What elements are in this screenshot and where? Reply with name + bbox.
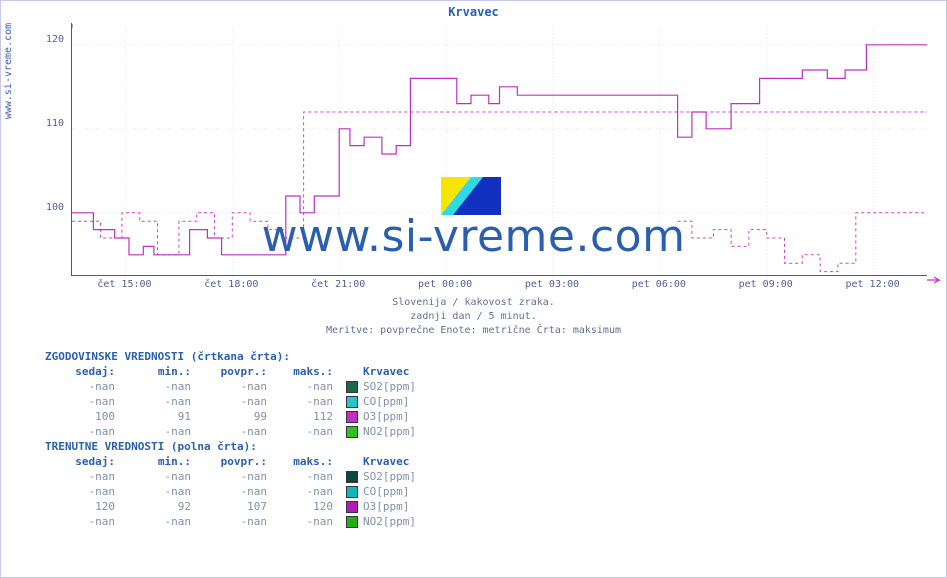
y-tick-label: 100 bbox=[24, 202, 64, 213]
current-title: TRENUTNE VREDNOSTI (polna črta): bbox=[45, 439, 416, 454]
x-title-1: Slovenija / kakovost zraka. bbox=[1, 297, 946, 308]
hist-maks: 112 bbox=[273, 409, 343, 424]
x-title-3: Meritve: povprečne Enote: metrične Črta:… bbox=[1, 325, 946, 336]
cur-sedaj: -nan bbox=[45, 469, 121, 484]
hist-min: -nan bbox=[121, 394, 197, 409]
cur-maks: -nan bbox=[273, 514, 343, 529]
hist-h-sedaj: sedaj: bbox=[45, 364, 121, 379]
hist-row: -nan-nan-nan-nanNO2[ppm] bbox=[45, 424, 416, 439]
cur-swatch bbox=[343, 469, 361, 484]
hist-maks: -nan bbox=[273, 379, 343, 394]
x-tick-label: čet 15:00 bbox=[97, 279, 151, 290]
cur-label: SO2[ppm] bbox=[361, 469, 416, 484]
x-tick-label: pet 12:00 bbox=[845, 279, 899, 290]
plot-area bbox=[71, 23, 927, 276]
cur-h-maks: maks.: bbox=[273, 454, 343, 469]
hist-maks: -nan bbox=[273, 394, 343, 409]
cur-label: NO2[ppm] bbox=[361, 514, 416, 529]
hist-sedaj: -nan bbox=[45, 394, 121, 409]
hist-sedaj: -nan bbox=[45, 424, 121, 439]
x-tick-label: pet 00:00 bbox=[418, 279, 472, 290]
cur-label: CO[ppm] bbox=[361, 484, 416, 499]
hist-h-loc: Krvavec bbox=[361, 364, 416, 379]
x-tick-label: pet 03:00 bbox=[525, 279, 579, 290]
chart-title: Krvavec bbox=[1, 5, 946, 19]
data-tables: ZGODOVINSKE VREDNOSTI (črtkana črta): se… bbox=[45, 349, 416, 529]
x-tick-label: čet 18:00 bbox=[204, 279, 258, 290]
cur-row: -nan-nan-nan-nanSO2[ppm] bbox=[45, 469, 416, 484]
hist-label: CO[ppm] bbox=[361, 394, 416, 409]
cur-sedaj: 120 bbox=[45, 499, 121, 514]
watermark-logo bbox=[441, 177, 501, 215]
hist-swatch bbox=[343, 424, 361, 439]
historical-header-row: sedaj: min.: povpr.: maks.: Krvavec bbox=[45, 364, 416, 379]
x-tick-label: pet 09:00 bbox=[739, 279, 793, 290]
hist-swatch bbox=[343, 379, 361, 394]
hist-min: -nan bbox=[121, 424, 197, 439]
cur-min: -nan bbox=[121, 514, 197, 529]
cur-min: 92 bbox=[121, 499, 197, 514]
hist-swatch bbox=[343, 394, 361, 409]
hist-row: -nan-nan-nan-nanCO[ppm] bbox=[45, 394, 416, 409]
cur-sedaj: -nan bbox=[45, 514, 121, 529]
cur-row: -nan-nan-nan-nanCO[ppm] bbox=[45, 484, 416, 499]
y-tick-label: 120 bbox=[24, 34, 64, 45]
cur-min: -nan bbox=[121, 484, 197, 499]
hist-povpr: -nan bbox=[197, 394, 273, 409]
historical-title: ZGODOVINSKE VREDNOSTI (črtkana črta): bbox=[45, 349, 416, 364]
hist-row: 1009199112 O3[ppm] bbox=[45, 409, 416, 424]
hist-row: -nan-nan-nan-nanSO2[ppm] bbox=[45, 379, 416, 394]
cur-min: -nan bbox=[121, 469, 197, 484]
cur-maks: -nan bbox=[273, 469, 343, 484]
hist-maks: -nan bbox=[273, 424, 343, 439]
cur-povpr: -nan bbox=[197, 469, 273, 484]
cur-h-sedaj: sedaj: bbox=[45, 454, 121, 469]
cur-h-loc: Krvavec bbox=[361, 454, 416, 469]
hist-povpr: -nan bbox=[197, 379, 273, 394]
hist-min: -nan bbox=[121, 379, 197, 394]
hist-sedaj: 100 bbox=[45, 409, 121, 424]
y-tick-label: 110 bbox=[24, 118, 64, 129]
hist-h-min: min.: bbox=[121, 364, 197, 379]
cur-sedaj: -nan bbox=[45, 484, 121, 499]
hist-sedaj: -nan bbox=[45, 379, 121, 394]
cur-h-min: min.: bbox=[121, 454, 197, 469]
hist-povpr: -nan bbox=[197, 424, 273, 439]
cur-row: -nan-nan-nan-nanNO2[ppm] bbox=[45, 514, 416, 529]
cur-row: 12092107120O3[ppm] bbox=[45, 499, 416, 514]
cur-povpr: -nan bbox=[197, 484, 273, 499]
hist-h-povpr: povpr.: bbox=[197, 364, 273, 379]
hist-h-maks: maks.: bbox=[273, 364, 343, 379]
cur-maks: 120 bbox=[273, 499, 343, 514]
cur-swatch bbox=[343, 499, 361, 514]
y-axis-label: www.si-vreme.com bbox=[3, 0, 14, 151]
x-tick-label: čet 21:00 bbox=[311, 279, 365, 290]
x-title-2: zadnji dan / 5 minut. bbox=[1, 311, 946, 322]
cur-povpr: -nan bbox=[197, 514, 273, 529]
plot-svg bbox=[72, 23, 947, 285]
hist-label: O3[ppm] bbox=[361, 409, 416, 424]
current-header-row: sedaj: min.: povpr.: maks.: Krvavec bbox=[45, 454, 416, 469]
hist-label: SO2[ppm] bbox=[361, 379, 416, 394]
chart-container: Krvavec www.si-vreme.com 100 110 120 čet 1… bbox=[0, 0, 947, 578]
hist-min: 91 bbox=[121, 409, 197, 424]
cur-povpr: 107 bbox=[197, 499, 273, 514]
hist-povpr: 99 bbox=[197, 409, 273, 424]
x-tick-label: pet 06:00 bbox=[632, 279, 686, 290]
hist-label: NO2[ppm] bbox=[361, 424, 416, 439]
cur-swatch bbox=[343, 484, 361, 499]
cur-maks: -nan bbox=[273, 484, 343, 499]
cur-h-povpr: povpr.: bbox=[197, 454, 273, 469]
hist-swatch bbox=[343, 409, 361, 424]
cur-label: O3[ppm] bbox=[361, 499, 416, 514]
cur-swatch bbox=[343, 514, 361, 529]
